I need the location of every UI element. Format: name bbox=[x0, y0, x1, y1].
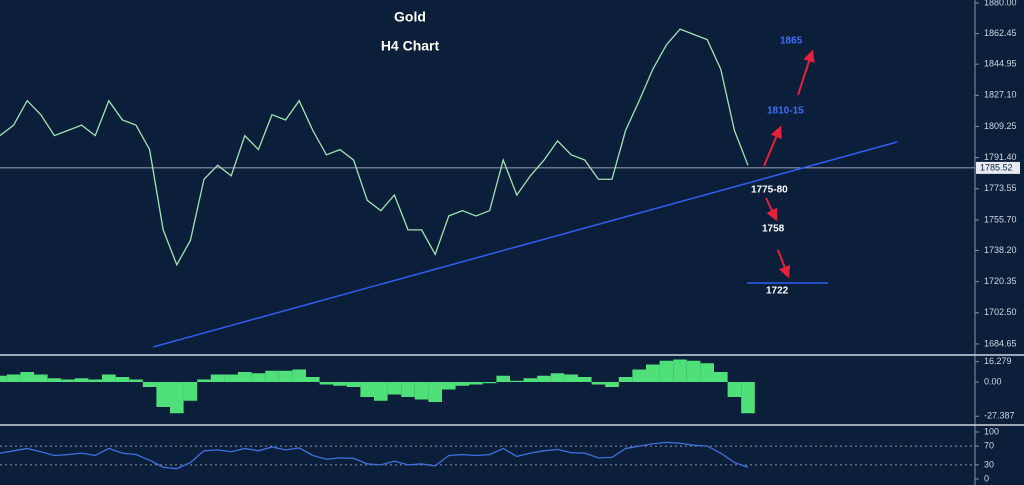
histogram-bar bbox=[292, 369, 306, 382]
price-line bbox=[0, 441, 749, 470]
histogram-bar bbox=[61, 379, 75, 382]
histogram-bar bbox=[183, 382, 198, 401]
histogram-bar bbox=[102, 374, 116, 382]
y-tick-label: 1684.65 bbox=[984, 338, 1017, 348]
histogram-bar bbox=[455, 382, 470, 386]
histogram-bar bbox=[564, 374, 578, 382]
histogram-bar bbox=[673, 359, 687, 382]
histogram-bar bbox=[591, 382, 606, 385]
histogram-bar bbox=[482, 382, 497, 384]
histogram-bar bbox=[659, 360, 674, 382]
histogram-bar bbox=[605, 382, 619, 387]
histogram-bar bbox=[550, 373, 565, 382]
histogram-bar bbox=[469, 382, 483, 385]
histogram-bar bbox=[646, 364, 660, 382]
histogram-bar bbox=[88, 379, 102, 382]
histogram-bar bbox=[333, 382, 347, 386]
histogram-bar bbox=[401, 382, 415, 397]
y-tick-label: 16.279 bbox=[984, 356, 1012, 366]
arrow bbox=[797, 49, 815, 96]
y-tick-label: 0 bbox=[984, 473, 989, 483]
y-tick-label: 1844.95 bbox=[984, 59, 1017, 69]
histogram-bar bbox=[387, 382, 402, 395]
arrow bbox=[777, 249, 791, 279]
histogram-bar bbox=[34, 374, 48, 382]
y-tick-label: 1862.45 bbox=[984, 28, 1017, 38]
histogram-bar bbox=[523, 378, 538, 382]
annotation: 1865 bbox=[780, 36, 803, 47]
y-tick-label: 1755.70 bbox=[984, 214, 1017, 224]
histogram-bar bbox=[632, 369, 646, 382]
y-tick-label: 100 bbox=[984, 426, 999, 436]
arrow bbox=[763, 125, 782, 167]
y-tick-label: 1809.25 bbox=[984, 121, 1017, 131]
y-tick-label: 1738.20 bbox=[984, 245, 1017, 255]
histogram-bar bbox=[129, 379, 143, 382]
y-tick-label: -27.387 bbox=[984, 411, 1015, 421]
annotation: 1758 bbox=[762, 224, 785, 235]
histogram-bar bbox=[0, 375, 7, 382]
histogram-bar bbox=[156, 382, 170, 407]
histogram-bar bbox=[428, 382, 442, 402]
arrow bbox=[765, 197, 778, 222]
histogram-bar bbox=[618, 377, 633, 382]
histogram-bar bbox=[496, 375, 510, 382]
annotation: 1775-80 bbox=[751, 185, 788, 196]
histogram-bar bbox=[74, 378, 89, 382]
histogram-bar bbox=[442, 382, 456, 390]
histogram-bar bbox=[20, 372, 34, 382]
y-tick-label: 0.00 bbox=[984, 376, 1002, 386]
y-tick-label: 1773.55 bbox=[984, 183, 1017, 193]
histogram-bar bbox=[714, 372, 728, 382]
histogram-bar bbox=[700, 363, 714, 382]
histogram-bar bbox=[686, 360, 701, 382]
chart-title: Gold bbox=[394, 9, 426, 25]
annotation: 1810-15 bbox=[767, 106, 804, 117]
histogram-bar bbox=[278, 370, 293, 382]
histogram-bar bbox=[115, 377, 130, 382]
y-tick-label: 70 bbox=[984, 440, 994, 450]
y-tick-label: 1827.10 bbox=[984, 90, 1017, 100]
histogram-bar bbox=[142, 382, 157, 387]
histogram-bar bbox=[741, 382, 755, 414]
y-tick-label: 1702.50 bbox=[984, 307, 1017, 317]
annotation: 1722 bbox=[766, 286, 789, 297]
y-tick-label: 1720.35 bbox=[984, 276, 1017, 286]
price-line bbox=[0, 28, 749, 267]
histogram-bar bbox=[319, 382, 334, 385]
histogram-bar bbox=[306, 377, 320, 382]
histogram-bar bbox=[224, 374, 238, 382]
histogram-bar bbox=[47, 378, 62, 382]
y-tick-label: 30 bbox=[984, 459, 994, 469]
histogram-bar bbox=[238, 372, 252, 382]
histogram-bar bbox=[727, 382, 742, 397]
histogram-bar bbox=[6, 374, 21, 382]
histogram-bar bbox=[414, 382, 429, 400]
histogram-bar bbox=[197, 379, 211, 382]
histogram-bar bbox=[374, 382, 388, 401]
histogram-bar bbox=[210, 374, 225, 382]
last-price-box bbox=[976, 161, 1020, 174]
chart-subtitle: H4 Chart bbox=[381, 38, 440, 54]
y-tick-label: 1880.00 bbox=[984, 0, 1017, 7]
histogram-bar bbox=[360, 382, 374, 397]
histogram-bar bbox=[251, 373, 266, 382]
y-tick-label: 1791.40 bbox=[984, 152, 1017, 162]
last-price-label: 1785.52 bbox=[980, 162, 1013, 172]
histogram-bar bbox=[578, 377, 592, 382]
histogram-bar bbox=[537, 375, 551, 382]
histogram-bar bbox=[265, 370, 279, 382]
histogram-bar bbox=[510, 380, 524, 382]
trendline bbox=[152, 141, 898, 348]
histogram-bar bbox=[170, 382, 184, 414]
histogram-bar bbox=[346, 382, 361, 387]
